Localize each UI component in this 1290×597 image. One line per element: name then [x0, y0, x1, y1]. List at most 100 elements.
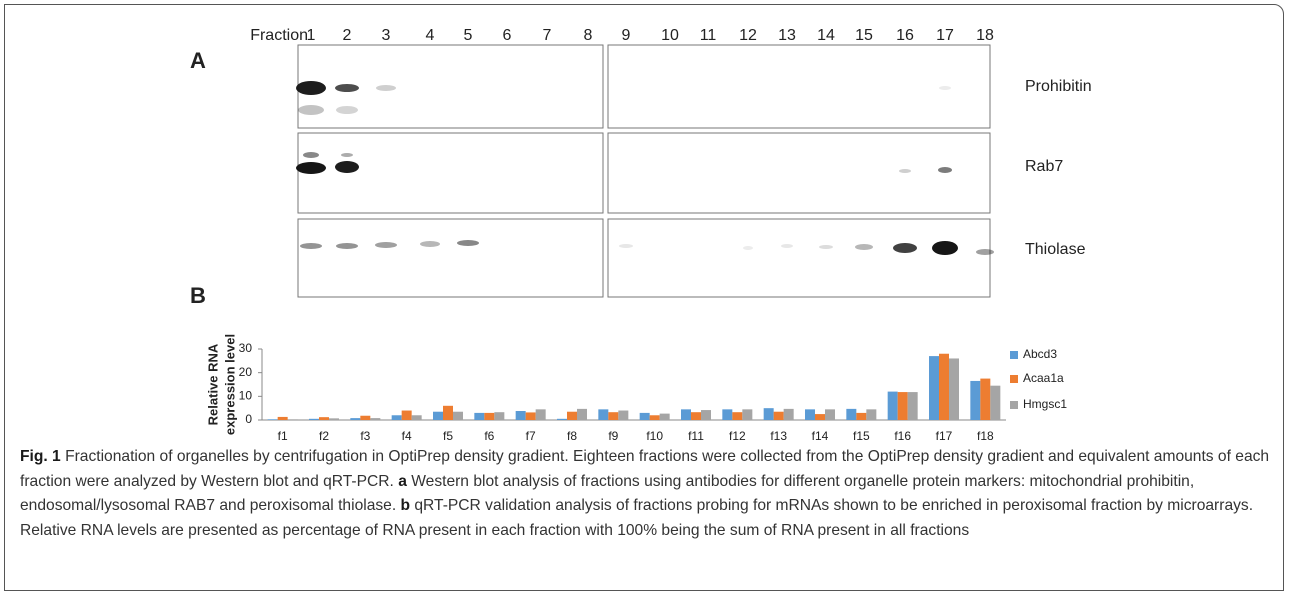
blot-band	[743, 246, 753, 250]
fraction-number: 2	[343, 27, 352, 44]
blot-label: Prohibitin	[1025, 78, 1092, 95]
bar	[949, 358, 959, 420]
bar	[866, 409, 876, 420]
fraction-number: 11	[700, 27, 717, 44]
blot-frame	[298, 219, 603, 297]
blot-band	[938, 167, 952, 173]
legend-swatch	[1010, 351, 1018, 359]
blot-band	[376, 85, 396, 91]
fraction-number: 15	[855, 27, 873, 44]
bar	[784, 409, 794, 420]
y-axis-label: Relative RNA	[205, 343, 220, 425]
bar	[288, 419, 298, 420]
blot-frame	[608, 133, 990, 213]
bar	[618, 411, 628, 420]
y-tick-label: 10	[239, 389, 253, 403]
bar	[526, 412, 536, 420]
bar	[557, 419, 567, 420]
blot-band	[341, 153, 353, 157]
fraction-number: 17	[936, 27, 954, 44]
fraction-number: 5	[464, 27, 473, 44]
blot-band	[303, 152, 319, 158]
bar	[939, 354, 949, 420]
y-tick-label: 0	[245, 412, 252, 426]
bar	[598, 409, 608, 420]
figure-caption: Fig. 1 Fractionation of organelles by ce…	[20, 445, 1270, 543]
bar	[329, 418, 339, 420]
blot-band	[300, 243, 322, 249]
blot-band	[336, 106, 358, 114]
x-tick-label: f1	[278, 429, 288, 443]
bar	[577, 409, 587, 420]
western-blot	[296, 45, 994, 297]
figure: A Fraction B 123456789101112131415161718…	[0, 0, 1290, 597]
bar	[453, 412, 463, 420]
bar	[764, 408, 774, 420]
bar	[474, 413, 484, 420]
bar	[825, 409, 835, 420]
bar	[640, 413, 650, 420]
fraction-label: Fraction	[250, 27, 308, 44]
bar	[567, 412, 577, 420]
x-tick-label: f9	[608, 429, 618, 443]
legend-label: Hmgsc1	[1023, 397, 1067, 411]
bar	[660, 414, 670, 420]
blot-frame	[608, 45, 990, 128]
bar	[742, 409, 752, 420]
blot-band	[819, 245, 833, 249]
blot-band	[335, 161, 359, 173]
legend-label: Acaa1a	[1023, 371, 1064, 385]
x-tick-label: f13	[770, 429, 787, 443]
x-tick-label: f5	[443, 429, 453, 443]
bar	[898, 392, 908, 420]
bar	[681, 409, 691, 420]
bar	[360, 416, 370, 420]
bar	[722, 409, 732, 420]
bar	[402, 411, 412, 420]
bar	[370, 418, 380, 420]
fraction-number: 14	[817, 27, 835, 44]
x-tick-label: f3	[360, 429, 370, 443]
fraction-number: 8	[584, 27, 593, 44]
x-tick-label: f8	[567, 429, 577, 443]
bar	[980, 379, 990, 420]
fraction-number: 3	[382, 27, 391, 44]
legend-swatch	[1010, 401, 1018, 409]
fraction-number: 18	[976, 27, 994, 44]
fraction-number: 4	[426, 27, 435, 44]
bar	[888, 392, 898, 420]
caption-label: Fig. 1	[20, 448, 61, 465]
blot-band	[619, 244, 633, 248]
blot-frame	[298, 133, 603, 213]
y-tick-label: 20	[239, 365, 253, 379]
blot-frame	[608, 219, 990, 297]
bar	[412, 415, 422, 420]
bar	[908, 392, 918, 420]
blot-band	[336, 243, 358, 249]
blot-band	[855, 244, 873, 250]
bar	[701, 410, 711, 420]
bar	[536, 409, 546, 420]
x-tick-label: f15	[853, 429, 870, 443]
x-tick-label: f6	[484, 429, 494, 443]
bar	[608, 412, 618, 420]
bar	[484, 413, 494, 420]
fraction-number: 1	[307, 27, 316, 44]
bar	[319, 417, 329, 420]
caption-label: b	[401, 497, 411, 514]
blot-label: Thiolase	[1025, 241, 1086, 258]
panel-label: B	[190, 283, 206, 308]
bar	[268, 419, 278, 420]
bar	[350, 418, 360, 420]
fraction-number: 6	[503, 27, 512, 44]
blot-band	[781, 244, 793, 248]
bar	[846, 409, 856, 420]
blot-band	[335, 84, 359, 92]
blot-band	[296, 81, 326, 95]
blot-band	[893, 243, 917, 253]
blot-band	[457, 240, 479, 246]
fraction-number: 16	[896, 27, 914, 44]
bar	[650, 415, 660, 420]
fraction-number: 9	[622, 27, 631, 44]
bar	[815, 414, 825, 420]
